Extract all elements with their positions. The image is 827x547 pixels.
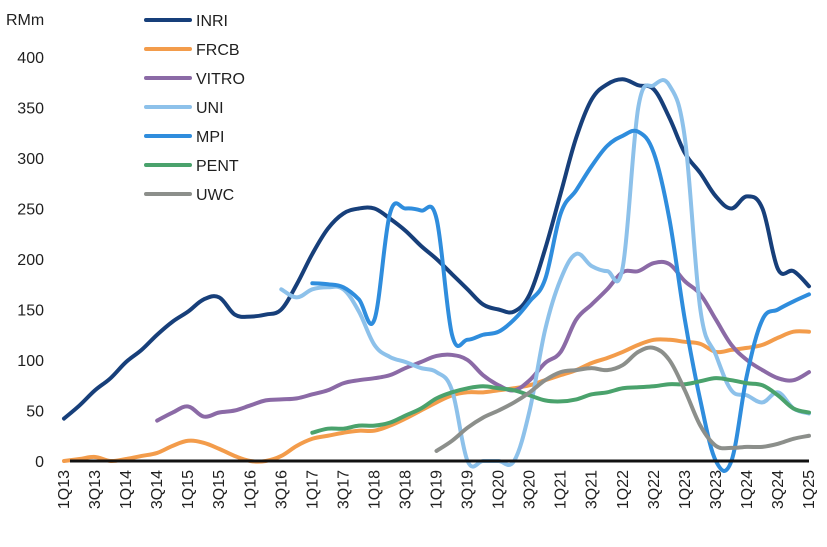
legend-label-uwc: UWC (196, 187, 234, 204)
x-tick-label: 3Q19 (460, 470, 477, 509)
legend-label-mpi: MPI (196, 129, 224, 146)
x-tick-label: 1Q15 (180, 470, 197, 509)
y-tick-label: 0 (35, 454, 44, 471)
x-tick-label: 3Q13 (87, 470, 104, 509)
legend-label-inri: INRI (196, 13, 228, 30)
series-line-pent (310, 376, 811, 435)
x-tick-label: 3Q14 (149, 470, 166, 509)
x-tick-label: 3Q24 (770, 470, 787, 509)
x-tick-label: 1Q14 (118, 470, 135, 509)
x-tick-label: 3Q22 (646, 470, 663, 509)
x-tick-label: 1Q24 (739, 470, 756, 509)
series-line-inri (62, 77, 811, 421)
y-tick-label: 300 (17, 151, 44, 168)
x-tick-label: 1Q16 (242, 470, 259, 509)
x-tick-label: 1Q20 (491, 470, 508, 509)
x-tick-label: 3Q15 (211, 470, 228, 509)
series-line-mpi (310, 128, 811, 473)
legend: INRI FRCB VITRO UNI MPI PENT UWC (144, 13, 245, 204)
x-tick-label: 1Q21 (553, 470, 570, 509)
x-tick-label: 1Q18 (366, 470, 383, 509)
y-tick-label: 50 (26, 404, 44, 421)
y-tick-label: 350 (17, 101, 44, 118)
legend-label-vitro: VITRO (196, 71, 245, 88)
y-tick-label: 250 (17, 202, 44, 219)
legend-label-pent: PENT (196, 158, 239, 175)
series-lines (62, 77, 811, 473)
x-tick-label: 3Q20 (522, 470, 539, 509)
y-axis: 0 50 100 150 200 250 300 350 400 (17, 50, 44, 471)
x-tick-label: 1Q13 (56, 470, 73, 509)
x-axis: 1Q13 3Q13 1Q14 3Q14 1Q15 3Q15 1Q16 3Q16 1Q17 3Q17… (56, 470, 818, 509)
x-tick-label: 1Q19 (429, 470, 446, 509)
y-tick-label: 100 (17, 353, 44, 370)
series-line-vitro (155, 259, 811, 423)
x-tick-label: 3Q21 (584, 470, 601, 509)
x-tick-label: 3Q18 (397, 470, 414, 509)
x-tick-label: 1Q17 (304, 470, 321, 509)
x-tick-label: 1Q22 (615, 470, 632, 509)
legend-label-uni: UNI (196, 100, 224, 117)
y-tick-label: 150 (17, 303, 44, 320)
series-line-uwc (434, 345, 811, 453)
x-tick-label: 3Q16 (273, 470, 290, 509)
x-tick-label: 3Q17 (335, 470, 352, 509)
series-line-uni (279, 78, 811, 469)
y-tick-label: 200 (17, 252, 44, 269)
x-tick-label: 1Q25 (801, 470, 818, 509)
x-tick-label: 1Q23 (677, 470, 694, 509)
series-line-frcb (62, 329, 811, 464)
y-tick-label: 400 (17, 50, 44, 67)
y-axis-unit-label: RMm (6, 12, 44, 29)
x-tick-label: 3Q23 (708, 470, 725, 509)
legend-label-frcb: FRCB (196, 42, 240, 59)
